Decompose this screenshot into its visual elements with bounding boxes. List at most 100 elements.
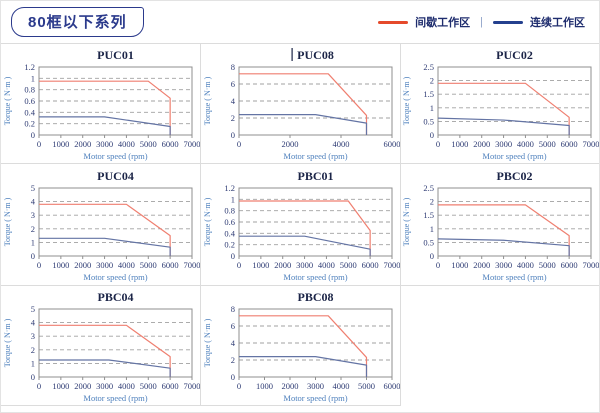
chart-title: PUC08 <box>297 48 334 62</box>
torque-speed-chart: PUC08 0 2000 4000 6000 0 2 4 6 8 Motor speed (rpm)… <box>203 47 400 161</box>
y-axis-label: Torque ( N·m ) <box>3 76 12 125</box>
torque-speed-chart: PBC04 0 1000 2000 3000 4000 5000 6000 7000 0 1 2 3 4 5… <box>3 290 200 403</box>
x-tick-label: 2000 <box>281 381 298 391</box>
x-axis-label: Motor speed (rpm) <box>482 272 546 282</box>
x-tick-label: 7000 <box>183 139 200 149</box>
torque-speed-chart: PBC08 0 1000 2000 3000 4000 5000 6000 0 2 4 6 8 Motor… <box>203 290 400 403</box>
legend-item-continuous: 连续工作区 <box>493 14 585 30</box>
y-axis-label: Torque ( N·m ) <box>402 76 411 125</box>
x-tick-label: 2000 <box>473 260 490 270</box>
y-axis-label: Torque ( N·m ) <box>203 318 212 367</box>
chart-cell-pbc02: PBC02 0 1000 2000 3000 4000 5000 6000 7000 0 0.5 1 1… <box>401 164 599 286</box>
series-line-continuous <box>38 237 171 256</box>
chart-cell-puc01: PUC01 0 1000 2000 3000 4000 5000 6000 7000 0 0.2 0.… <box>1 44 201 164</box>
x-tick-label: 1000 <box>52 139 69 149</box>
y-tick-label: 2 <box>30 344 34 354</box>
x-tick-label: 3000 <box>495 260 512 270</box>
x-tick-label: 4000 <box>517 139 534 149</box>
chart-cell-puc02: PUC02 0 1000 2000 3000 4000 5000 6000 7000 0 0.5 1 1… <box>401 44 599 164</box>
series-line-continuous <box>437 237 570 256</box>
y-tick-label: 1.5 <box>423 210 434 220</box>
y-tick-label: 0 <box>430 130 434 140</box>
series-line-intermittent <box>238 314 367 377</box>
y-tick-label: 6 <box>230 321 234 331</box>
x-tick-label: 7000 <box>383 260 400 270</box>
y-tick-label: 1 <box>30 73 34 83</box>
y-axis-label: Torque ( N·m ) <box>203 76 212 125</box>
y-axis-label: Torque ( N·m ) <box>3 318 12 367</box>
series-line-intermittent <box>38 80 171 135</box>
chart-cell-pbc08: PBC08 0 1000 2000 3000 4000 5000 6000 0 2 4 6 8 Motor… <box>201 286 401 406</box>
text-cursor <box>291 47 293 61</box>
y-tick-label: 0 <box>230 130 234 140</box>
y-tick-label: 0 <box>30 372 34 382</box>
x-tick-label: 0 <box>436 139 440 149</box>
blue-line-swatch-icon <box>493 20 523 24</box>
x-tick-label: 6000 <box>161 260 178 270</box>
y-tick-label: 8 <box>230 62 234 72</box>
torque-speed-chart: PUC04 0 1000 2000 3000 4000 5000 6000 7000 0 1 2 3 4 5… <box>3 169 200 282</box>
series-line-intermittent <box>238 199 371 256</box>
x-tick-label: 4000 <box>332 139 349 149</box>
x-tick-label: 7000 <box>183 381 200 391</box>
x-tick-label: 2000 <box>281 139 298 149</box>
torque-speed-chart: PBC02 0 1000 2000 3000 4000 5000 6000 7000 0 0.5 1 1… <box>402 169 599 282</box>
legend-label-intermittent: 间歇工作区 <box>415 17 471 29</box>
torque-speed-chart: PUC02 0 1000 2000 3000 4000 5000 6000 7000 0 0.5 1 1… <box>402 48 600 161</box>
x-axis-label: Motor speed (rpm) <box>283 272 347 282</box>
page-header: 80框以下系列 间歇工作区 | 连续工作区 <box>1 1 599 43</box>
x-axis-label: Motor speed (rpm) <box>83 272 147 282</box>
y-tick-label: 2 <box>430 75 434 85</box>
y-tick-label: 1.2 <box>24 62 35 72</box>
y-tick-label: 3 <box>30 331 34 341</box>
plot-area <box>437 187 592 256</box>
series-line-intermittent <box>238 72 367 135</box>
y-axis-label: Torque ( N·m ) <box>402 197 411 246</box>
x-tick-label: 5000 <box>539 139 556 149</box>
y-tick-label: 0 <box>230 251 234 261</box>
x-tick-label: 0 <box>236 260 240 270</box>
y-tick-label: 4 <box>30 196 35 206</box>
empty-cell <box>401 286 599 406</box>
x-axis-label: Motor speed (rpm) <box>283 393 347 403</box>
y-tick-label: 2 <box>430 196 434 206</box>
y-tick-label: 2 <box>30 223 34 233</box>
y-tick-label: 4 <box>30 317 35 327</box>
x-tick-label: 6000 <box>161 139 178 149</box>
series-line-intermittent <box>438 203 570 256</box>
x-tick-label: 1000 <box>52 260 69 270</box>
y-tick-label: 1 <box>30 358 34 368</box>
y-tick-label: 1.2 <box>224 183 235 193</box>
y-tick-label: 0 <box>30 251 34 261</box>
x-tick-label: 2000 <box>74 381 91 391</box>
y-tick-label: 0.5 <box>423 116 434 126</box>
series-line-continuous <box>238 113 367 135</box>
y-tick-label: 3 <box>30 210 34 220</box>
x-tick-label: 4000 <box>317 260 334 270</box>
x-tick-label: 4000 <box>117 260 134 270</box>
y-tick-label: 0.2 <box>24 118 35 128</box>
y-tick-label: 0.5 <box>423 237 434 247</box>
y-tick-label: 1 <box>230 194 234 204</box>
y-tick-label: 1 <box>430 102 434 112</box>
chart-cell-puc08: PUC08 0 2000 4000 6000 0 2 4 6 8 Motor speed (rpm)… <box>201 44 401 164</box>
y-tick-label: 1 <box>30 237 34 247</box>
chart-title: PBC08 <box>297 290 333 304</box>
x-axis-label: Motor speed (rpm) <box>83 151 147 161</box>
y-axis-label: Torque ( N·m ) <box>3 197 12 246</box>
x-tick-label: 1000 <box>451 260 468 270</box>
y-tick-label: 1 <box>430 223 434 233</box>
x-tick-label: 1000 <box>252 260 269 270</box>
x-tick-label: 0 <box>36 260 40 270</box>
y-tick-label: 5 <box>30 183 34 193</box>
x-tick-label: 5000 <box>139 260 156 270</box>
x-tick-label: 7000 <box>583 139 600 149</box>
x-tick-label: 6000 <box>561 260 578 270</box>
series-title-badge: 80框以下系列 <box>11 7 144 37</box>
plot-area <box>38 187 192 256</box>
y-tick-label: 0 <box>230 372 234 382</box>
x-tick-label: 6000 <box>361 260 378 270</box>
series-line-intermittent <box>38 203 171 256</box>
